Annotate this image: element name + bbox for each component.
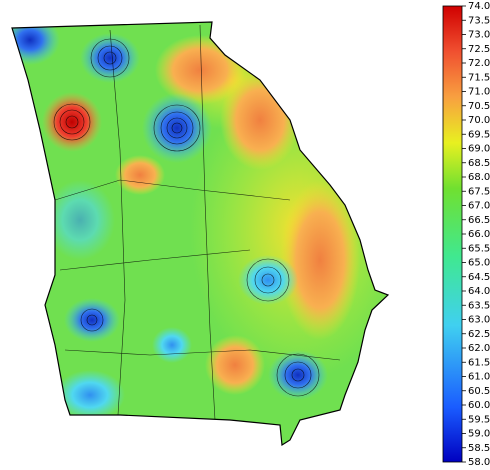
colorbar-tick-label: 58.0 (468, 457, 490, 468)
colorbar (442, 5, 463, 463)
colorbar-tick-label: 71.5 (468, 72, 490, 83)
colorbar-tick-label: 63.5 (468, 300, 490, 311)
colorbar-tick-label: 68.5 (468, 158, 490, 169)
colorbar-tick-label: 73.0 (468, 30, 490, 41)
colorbar-tick-label: 66.0 (468, 229, 490, 240)
colorbar-tick-label: 61.5 (468, 357, 490, 368)
colorbar-tick-label: 70.5 (468, 101, 490, 112)
colorbar-tick-label: 58.5 (468, 443, 490, 454)
colorbar-tick-label: 64.5 (468, 272, 490, 283)
colorbar-tick-label: 65.5 (468, 243, 490, 254)
colorbar-tick-label: 74.0 (468, 1, 490, 12)
colorbar-tick-label: 71.0 (468, 87, 490, 98)
colorbar-tick-label: 69.0 (468, 144, 490, 155)
colorbar-tick-label: 65.0 (468, 258, 490, 269)
colorbar-tick-label: 63.0 (468, 315, 490, 326)
colorbar-tick-label: 59.0 (468, 429, 490, 440)
colorbar-tick-label: 67.5 (468, 186, 490, 197)
colorbar-tick-label: 70.0 (468, 115, 490, 126)
colorbar-tick-label: 67.0 (468, 201, 490, 212)
colorbar-tick-label: 69.5 (468, 129, 490, 140)
colorbar-ticks: 58.0 58.5 59.0 59.5 60.0 60.5 61.0 61.5 62.0 62.5… (462, 1, 490, 468)
contour-map (12, 22, 388, 445)
colorbar-tick-label: 64.0 (468, 286, 490, 297)
colorbar-tick-label: 68.0 (468, 172, 490, 183)
colorbar-tick-label: 72.5 (468, 44, 490, 55)
colorbar-tick-label: 60.5 (468, 386, 490, 397)
colorbar-tick-label: 62.0 (468, 343, 490, 354)
colorbar-tick-label: 72.0 (468, 58, 490, 69)
colorbar-tick-label: 66.5 (468, 215, 490, 226)
colorbar-tick-label: 60.0 (468, 400, 490, 411)
colorbar-tick-label: 61.0 (468, 372, 490, 383)
colorbar-tick-label: 59.5 (468, 414, 490, 425)
colorbar-tick-label: 62.5 (468, 329, 490, 340)
colorbar-tick-label: 73.5 (468, 15, 490, 26)
